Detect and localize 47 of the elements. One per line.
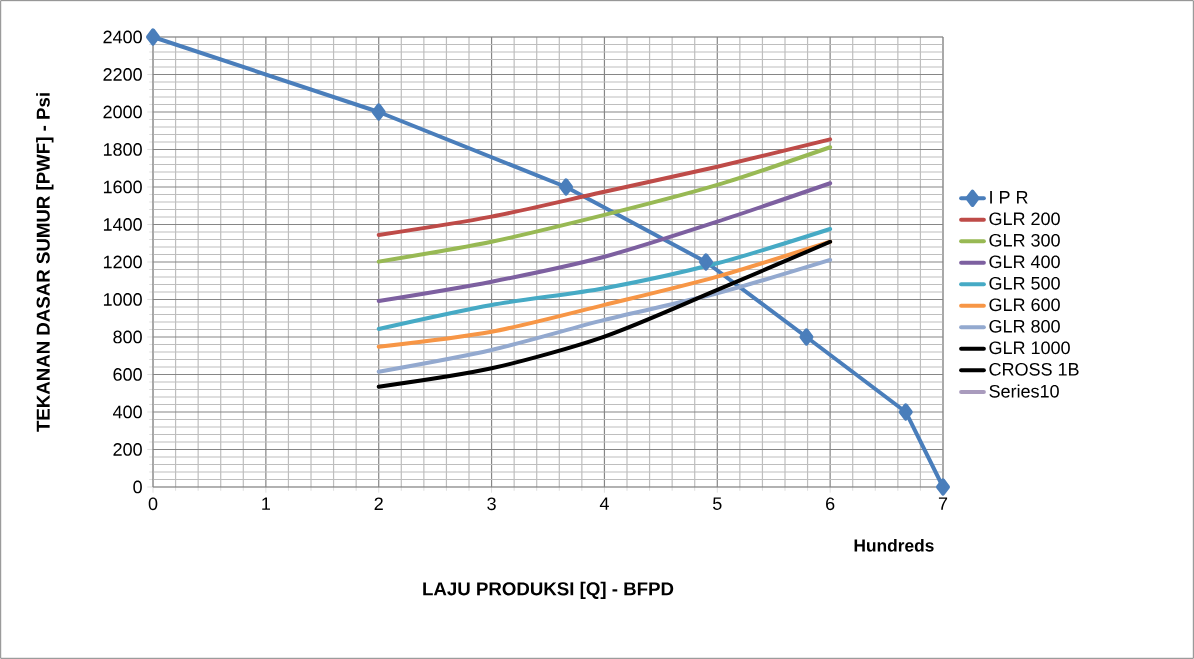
text: Hundreds — [854, 538, 934, 552]
x-tick-label: 2 — [374, 497, 383, 510]
y-tick-label: 600 — [113, 368, 142, 381]
legend-label: Series10 — [989, 384, 1059, 398]
point — [559, 178, 574, 196]
x-tick-label: 3 — [487, 497, 496, 511]
y-tick-label: 1000 — [103, 293, 142, 306]
legend-label: GLR 600 — [989, 298, 1060, 312]
point — [146, 28, 161, 46]
line-series — [376, 181, 833, 303]
y-tick-label: 1400 — [103, 218, 142, 231]
x-tick-label: 4 — [599, 497, 609, 510]
line-series — [376, 226, 833, 331]
point — [799, 328, 814, 346]
x-tick-label: 7 — [938, 497, 948, 510]
point — [699, 253, 713, 271]
legend-label: CROSS 1B — [989, 362, 1079, 376]
legend-label: GLR 500 — [989, 276, 1060, 290]
y-tick-label: 2200 — [103, 68, 142, 81]
point — [936, 478, 950, 496]
line-series — [376, 239, 833, 389]
y-axis-title: TEKANAN DASAR SUMUR [PWF] - Psi — [36, 93, 54, 432]
line-series — [376, 257, 833, 374]
legend-label: GLR 300 — [989, 233, 1060, 247]
y-tick-label: 2400 — [103, 30, 142, 44]
x-tick-label: 1 — [262, 497, 270, 510]
point — [371, 103, 386, 121]
x-tick-label: 5 — [712, 497, 722, 510]
x-axis-title: LAJU PRODUKSI [Q] - BFPD — [423, 581, 674, 600]
line-series — [376, 145, 833, 264]
legend-label: GLR 400 — [989, 255, 1060, 269]
legend-label: I P R — [990, 191, 1028, 204]
point — [898, 403, 913, 421]
legend-label: GLR 800 — [989, 319, 1060, 333]
legend-label: GLR 200 — [989, 212, 1060, 226]
y-tick-label: 1800 — [103, 143, 142, 156]
line-series — [376, 137, 833, 237]
legend-label: GLR 1000 — [989, 341, 1070, 355]
y-tick-label: 2000 — [103, 105, 142, 119]
y-tick-label: 400 — [113, 405, 142, 419]
y-tick-label: 0 — [133, 480, 142, 494]
y-tick-label: 1600 — [103, 180, 142, 194]
x-tick-label: 0 — [148, 497, 158, 511]
x-tick-label: 6 — [826, 497, 835, 511]
y-tick-label: 200 — [113, 443, 142, 456]
y-tick-label: 800 — [113, 330, 142, 344]
y-tick-label: 1200 — [103, 255, 142, 269]
